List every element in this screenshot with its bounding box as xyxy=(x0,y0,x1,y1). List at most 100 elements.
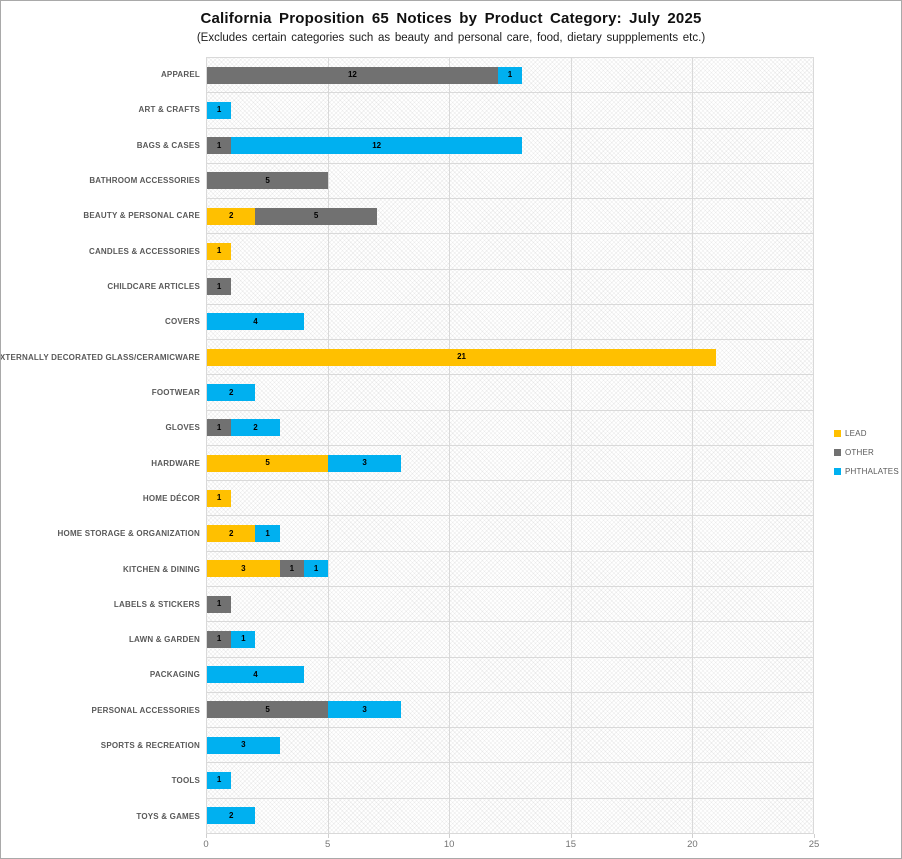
legend-label: PHTHALATES xyxy=(845,467,899,476)
x-tick-label: 5 xyxy=(324,839,331,850)
bar-stack: 1 xyxy=(207,242,813,260)
x-tick-label: 0 xyxy=(203,839,209,850)
category-label: BEAUTY & PERSONAL CARE xyxy=(83,211,200,221)
bar-segment-other: 12 xyxy=(207,66,498,84)
x-tick xyxy=(449,834,451,838)
bar-value-label: 4 xyxy=(253,669,258,679)
bar-value-label: 3 xyxy=(241,740,246,750)
bar-value-label: 5 xyxy=(313,211,319,221)
legend-label: LEAD xyxy=(845,429,867,438)
bar-value-label: 2 xyxy=(229,211,234,221)
bar-value-label: 1 xyxy=(216,140,222,150)
bar-stack: 1 xyxy=(207,101,813,119)
category-label: HARDWARE xyxy=(151,458,200,468)
category-label: TOOLS xyxy=(171,776,200,786)
legend-swatch-icon xyxy=(834,430,841,437)
bar-value-label: 5 xyxy=(265,704,270,714)
bar-stack: 21 xyxy=(207,348,813,366)
category-label: LAWN & GARDEN xyxy=(128,635,200,645)
bar-segment-lead: 1 xyxy=(207,489,232,507)
bar-segment-phthalates: 1 xyxy=(497,66,523,84)
bar-row: 1 xyxy=(207,270,813,305)
legend-item-phthalates: PHTHALATES xyxy=(834,467,899,476)
bar-segment-lead: 1 xyxy=(207,242,232,260)
bar-stack: 4 xyxy=(207,313,813,331)
bar-stack: 1 xyxy=(207,771,813,789)
bar-value-label: 1 xyxy=(216,493,222,503)
bar-value-label: 5 xyxy=(265,175,270,185)
bar-value-label: 1 xyxy=(216,775,222,785)
bar-value-label: 1 xyxy=(216,634,222,644)
bar-segment-phthalates: 3 xyxy=(328,701,401,719)
bar-segment-phthalates: 2 xyxy=(231,419,280,437)
bar-value-label: 2 xyxy=(253,422,258,432)
bar-segment-phthalates: 2 xyxy=(207,807,256,825)
bar-value-label: 5 xyxy=(265,458,270,468)
bar-segment-lead: 2 xyxy=(207,207,256,225)
bar-row: 5 xyxy=(207,164,813,200)
bar-value-label: 1 xyxy=(313,563,319,573)
bar-stack: 1 xyxy=(207,489,813,507)
category-label: CANDLES & ACCESSORIES xyxy=(88,246,200,256)
bar-stack: 3 1 1 xyxy=(207,560,813,578)
bar-value-label: 1 xyxy=(216,599,222,609)
bar-row: 4 xyxy=(207,305,813,341)
bar-row: 4 xyxy=(207,658,813,693)
bar-value-label: 3 xyxy=(241,563,246,573)
category-label: BATHROOM ACCESSORIES xyxy=(89,176,200,186)
x-axis-labels: 0 5 10 15 20 25 xyxy=(203,839,819,853)
x-tick-label: 10 xyxy=(443,839,455,850)
bar-value-label: 1 xyxy=(216,246,222,256)
bar-segment-other: 1 xyxy=(207,278,232,296)
bar-stack: 5 xyxy=(207,172,813,190)
bar-row: 3 1 1 xyxy=(207,552,813,587)
legend-item-lead: LEAD xyxy=(834,429,899,438)
bar-row: 1 xyxy=(207,587,813,623)
bar-segment-phthalates: 2 xyxy=(207,384,256,402)
x-tick xyxy=(327,834,329,838)
bar-value-label: 1 xyxy=(289,563,295,573)
bar-segment-other: 5 xyxy=(207,172,329,190)
bar-value-label: 21 xyxy=(457,352,466,362)
bar-row: 1 xyxy=(207,481,813,517)
bar-value-label: 12 xyxy=(347,70,357,80)
x-tick-label: 15 xyxy=(565,839,577,850)
bar-segment-other: 1 xyxy=(207,137,232,155)
bar-segment-phthalates: 1 xyxy=(303,560,329,578)
bar-row: 1 12 xyxy=(207,129,813,164)
bar-row: 12 1 xyxy=(207,58,813,94)
category-label: LABELS & STICKERS xyxy=(113,599,200,609)
x-tick xyxy=(570,834,572,838)
bar-segment-other: 5 xyxy=(207,701,329,719)
x-axis-ticks xyxy=(206,834,815,838)
x-tick xyxy=(692,834,694,838)
plot-area: 12 1 1 1 12 5 2 5 1 1 4 21 2 1 2 5 3 1 2 1 3 1 1 1 1 1 4 5 3 3 1 2 xyxy=(206,57,814,834)
bar-segment-lead: 3 xyxy=(207,560,280,578)
bar-value-label: 3 xyxy=(362,704,367,714)
bar-value-label: 2 xyxy=(229,810,234,820)
bar-value-label: 1 xyxy=(241,634,246,644)
bar-stack: 3 xyxy=(207,736,813,754)
chart-subtitle: (Excludes certain categories such as bea… xyxy=(196,32,706,44)
category-axis: APPAREL ART & CRAFTS BAGS & CASES BATHROOM … xyxy=(1,57,200,834)
bar-stack: 1 12 xyxy=(207,137,813,155)
bar-segment-phthalates: 1 xyxy=(207,771,232,789)
bar-segment-phthalates: 12 xyxy=(231,137,523,155)
category-label: KITCHEN & DINING xyxy=(123,564,200,574)
bar-segment-other: 1 xyxy=(279,560,304,578)
category-label: ART & CRAFTS xyxy=(138,105,200,115)
category-label: SPORTS & RECREATION xyxy=(100,741,200,751)
bar-row: 2 xyxy=(207,375,813,411)
bar-stack: 1 xyxy=(207,278,813,296)
bar-value-label: 1 xyxy=(216,422,222,432)
category-label: PERSONAL ACCESSORIES xyxy=(91,705,200,715)
legend: LEAD OTHER PHTHALATES xyxy=(834,429,899,476)
